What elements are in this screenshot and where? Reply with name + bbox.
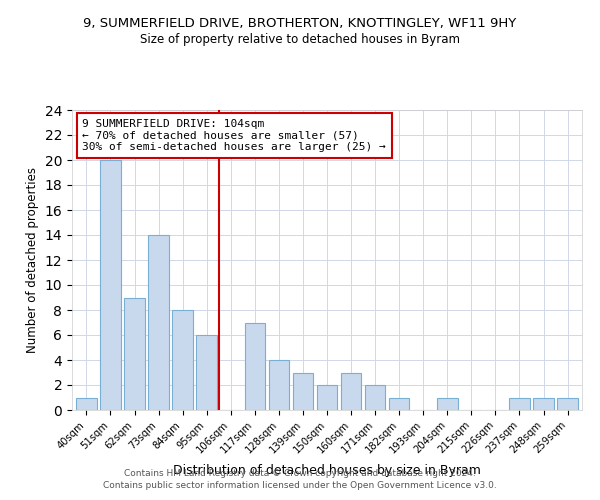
Bar [341,372,361,410]
Bar [76,398,97,410]
Bar [557,398,578,410]
Text: 9 SUMMERFIELD DRIVE: 104sqm
← 70% of detached houses are smaller (57)
30% of sem: 9 SUMMERFIELD DRIVE: 104sqm ← 70% of det… [82,119,386,152]
Bar [245,322,265,410]
X-axis label: Distribution of detached houses by size in Byram: Distribution of detached houses by size … [173,464,481,476]
Bar [533,398,554,410]
Bar [148,235,169,410]
Text: Size of property relative to detached houses in Byram: Size of property relative to detached ho… [140,32,460,46]
Y-axis label: Number of detached properties: Number of detached properties [26,167,39,353]
Text: Contains HM Land Registry data © Crown copyright and database right 2024.: Contains HM Land Registry data © Crown c… [124,468,476,477]
Bar [509,398,530,410]
Bar [100,160,121,410]
Bar [293,372,313,410]
Bar [124,298,145,410]
Bar [196,335,217,410]
Text: Contains public sector information licensed under the Open Government Licence v3: Contains public sector information licen… [103,481,497,490]
Bar [437,398,458,410]
Text: 9, SUMMERFIELD DRIVE, BROTHERTON, KNOTTINGLEY, WF11 9HY: 9, SUMMERFIELD DRIVE, BROTHERTON, KNOTTI… [83,18,517,30]
Bar [269,360,289,410]
Bar [317,385,337,410]
Bar [172,310,193,410]
Bar [389,398,409,410]
Bar [365,385,385,410]
